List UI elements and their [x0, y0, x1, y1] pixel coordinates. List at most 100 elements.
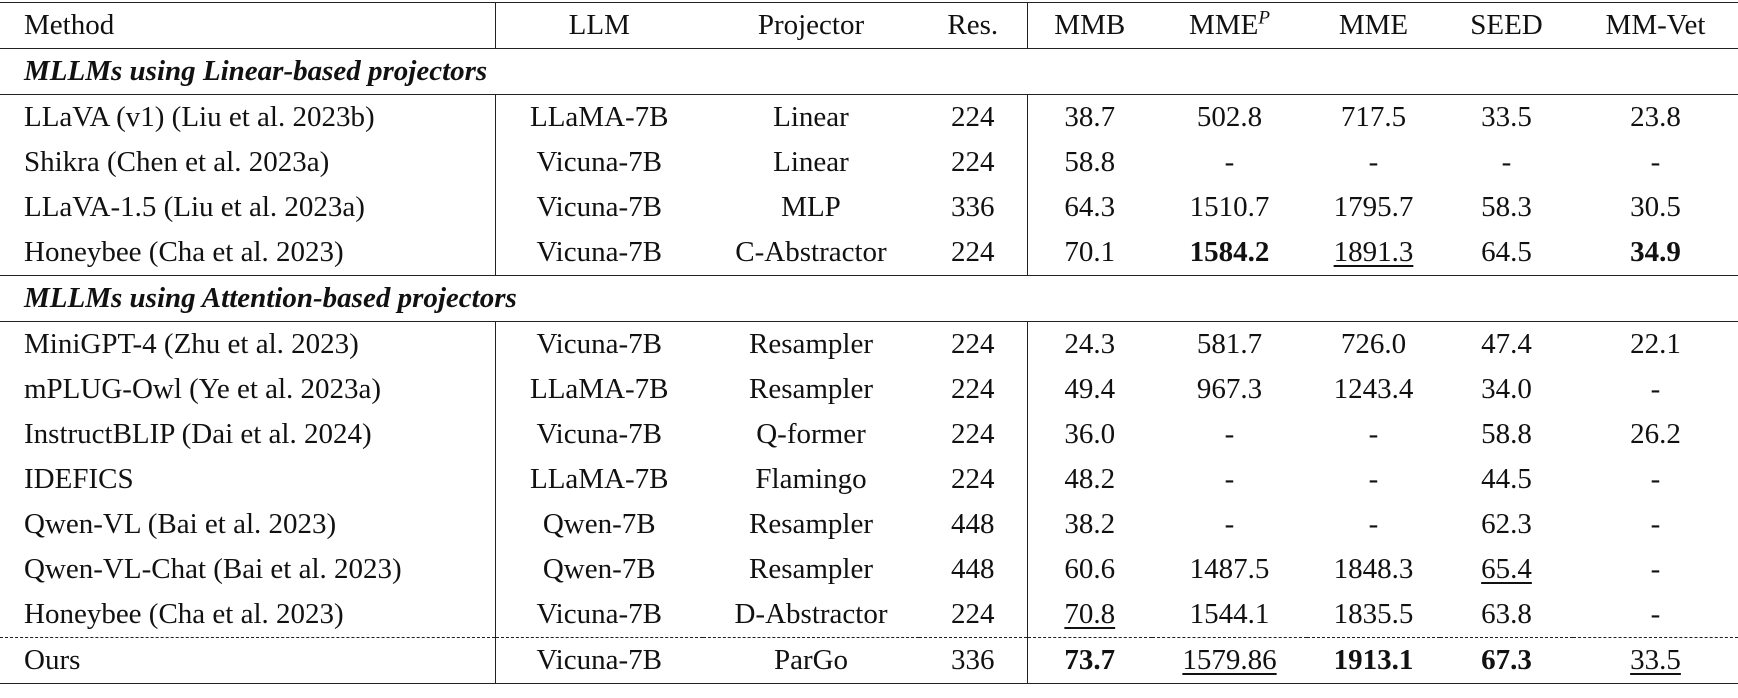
cell-text: Vicuna-7B — [536, 236, 662, 268]
cell-text: 34.9 — [1630, 236, 1681, 268]
table-body: Method LLM Projector Res. MMB MMEP MME SEED MM-V… — [0, 2, 1738, 684]
value-cell: - — [1573, 367, 1738, 412]
method-cell: Honeybee (Cha et al. 2023) — [0, 592, 496, 638]
cell-text: 448 — [951, 508, 995, 540]
cell-text: 64.3 — [1064, 191, 1116, 223]
value-cell: 34.9 — [1573, 230, 1738, 276]
section-title: MLLMs using Linear-based projectors — [0, 48, 1738, 95]
cell-text: 34.0 — [1481, 373, 1532, 405]
method-cell: Honeybee (Cha et al. 2023) — [0, 230, 496, 276]
cell-text: Qwen-VL-Chat (Bai et al. 2023) — [24, 553, 402, 585]
value-cell: 33.5 — [1573, 637, 1738, 684]
header-cell: Res. — [919, 2, 1028, 49]
header-text: MME — [1189, 9, 1259, 41]
cell-text: Honeybee (Cha et al. 2023) — [24, 598, 344, 630]
value-cell: D-Abstractor — [703, 592, 919, 638]
cell-text: 62.3 — [1481, 508, 1532, 540]
cell-text: 336 — [951, 191, 995, 223]
value-cell: 48.2 — [1027, 457, 1152, 502]
value-cell: 1835.5 — [1307, 592, 1440, 638]
cell-text: 48.2 — [1064, 463, 1116, 495]
value-cell: - — [1307, 457, 1440, 502]
cell-text: - — [1650, 508, 1661, 540]
cell-text: Qwen-7B — [542, 553, 656, 585]
data-row: Honeybee (Cha et al. 2023) Vicuna-7B D-Abs… — [0, 592, 1738, 638]
method-cell: LLaVA (v1) (Liu et al. 2023b) — [0, 94, 496, 140]
cell-text: 73.7 — [1064, 644, 1116, 676]
cell-text: 1579.86 — [1182, 644, 1277, 676]
value-cell: 448 — [919, 547, 1028, 592]
value-cell: 448 — [919, 502, 1028, 547]
value-cell: 38.2 — [1027, 502, 1152, 547]
cell-text: 1544.1 — [1189, 598, 1270, 630]
cell-text: 26.2 — [1630, 418, 1681, 450]
value-cell: 1579.86 — [1152, 637, 1307, 684]
value-cell: Qwen-7B — [495, 547, 703, 592]
method-cell: Ours — [0, 637, 496, 684]
value-cell: 62.3 — [1440, 502, 1573, 547]
cell-text: 33.5 — [1481, 101, 1532, 133]
cell-text: Qwen-VL (Bai et al. 2023) — [24, 508, 337, 540]
value-cell: 26.2 — [1573, 412, 1738, 457]
cell-text: 1848.3 — [1333, 553, 1414, 585]
cell-text: 60.6 — [1064, 553, 1116, 585]
cell-text: Flamingo — [755, 463, 867, 495]
cell-text: 38.2 — [1064, 508, 1116, 540]
value-cell: Resampler — [703, 502, 919, 547]
cell-text: 224 — [951, 373, 995, 405]
data-row: mPLUG-Owl (Ye et al. 2023a) LLaMA-7B Resam… — [0, 367, 1738, 412]
value-cell: 224 — [919, 94, 1028, 140]
cell-text: 44.5 — [1481, 463, 1532, 495]
cell-text: 23.8 — [1630, 101, 1681, 133]
header-cell: MM-Vet — [1573, 2, 1738, 49]
value-cell: - — [1152, 412, 1307, 457]
cell-text: 224 — [951, 598, 995, 630]
value-cell: 36.0 — [1027, 412, 1152, 457]
value-cell: - — [1152, 502, 1307, 547]
value-cell: 1891.3 — [1307, 230, 1440, 276]
cell-text: - — [1224, 463, 1235, 495]
cell-text: Vicuna-7B — [536, 418, 662, 450]
value-cell: 58.3 — [1440, 185, 1573, 230]
value-cell: 23.8 — [1573, 95, 1738, 141]
value-cell: 70.1 — [1027, 230, 1152, 276]
cell-text: Resampler — [748, 508, 873, 540]
value-cell: 38.7 — [1027, 95, 1152, 141]
cell-text: - — [1224, 418, 1235, 450]
method-cell: IDEFICS — [0, 457, 496, 502]
cell-text: 224 — [951, 463, 995, 495]
cell-text: - — [1650, 598, 1661, 630]
cell-text: 30.5 — [1630, 191, 1681, 223]
value-cell: Vicuna-7B — [495, 140, 703, 185]
cell-text: 33.5 — [1630, 644, 1681, 676]
cell-text: - — [1501, 146, 1512, 178]
value-cell: Qwen-7B — [495, 502, 703, 547]
cell-text: - — [1650, 553, 1661, 585]
cell-text: - — [1650, 463, 1661, 495]
cell-text: 1584.2 — [1189, 236, 1270, 268]
data-row: Qwen-VL (Bai et al. 2023) Qwen-7B Resample… — [0, 502, 1738, 547]
cell-text: 336 — [951, 644, 995, 676]
value-cell: 224 — [919, 412, 1028, 457]
value-cell: Q-former — [703, 412, 919, 457]
method-cell: Qwen-VL-Chat (Bai et al. 2023) — [0, 547, 496, 592]
value-cell: 726.0 — [1307, 322, 1440, 368]
value-cell: 30.5 — [1573, 185, 1738, 230]
cell-text: 967.3 — [1196, 373, 1263, 405]
cell-text: 581.7 — [1196, 328, 1263, 360]
value-cell: - — [1307, 412, 1440, 457]
data-row: LLaVA (v1) (Liu et al. 2023b) LLaMA-7B Lin… — [0, 94, 1738, 141]
cell-text: 726.0 — [1340, 328, 1407, 360]
value-cell: 1913.1 — [1307, 637, 1440, 684]
cell-text: 1913.1 — [1333, 644, 1414, 676]
value-cell: 224 — [919, 592, 1028, 638]
value-cell: LLaMA-7B — [495, 367, 703, 412]
value-cell: C-Abstractor — [703, 230, 919, 276]
cell-text: mPLUG-Owl (Ye et al. 2023a) — [24, 373, 382, 405]
cell-text: Linear — [773, 101, 849, 133]
cell-text: 70.1 — [1064, 236, 1116, 268]
value-cell: 336 — [919, 185, 1028, 230]
cell-text: LLaMA-7B — [529, 463, 669, 495]
cell-text: 58.8 — [1481, 418, 1532, 450]
